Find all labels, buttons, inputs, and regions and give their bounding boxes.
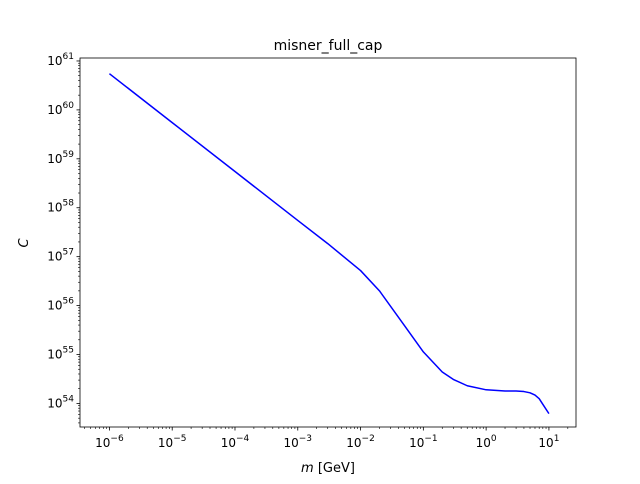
x-tick-label: 10−2 bbox=[346, 434, 375, 450]
y-tick-label: 1057 bbox=[47, 248, 74, 264]
y-tick-label: 1058 bbox=[47, 199, 74, 215]
y-axis: 1054 1055 1056 1057 1058 1059 1060 1061 bbox=[47, 52, 80, 424]
y-axis-label: C bbox=[17, 238, 32, 248]
x-tick-label: 101 bbox=[538, 434, 559, 450]
x-axis-label: m [GeV] bbox=[301, 461, 355, 476]
y-tick-label: 1055 bbox=[47, 346, 74, 362]
x-tick-label: 10−3 bbox=[283, 434, 312, 450]
y-tick-label: 1061 bbox=[47, 52, 74, 68]
y-tick-label: 1054 bbox=[47, 394, 74, 410]
chart-title: misner_full_cap bbox=[274, 38, 383, 54]
x-tick-label: 10−5 bbox=[158, 434, 187, 450]
x-tick-label: 10−1 bbox=[409, 434, 438, 450]
x-tick-label: 10−4 bbox=[221, 434, 250, 450]
x-tick-label: 100 bbox=[476, 434, 497, 450]
series-layer bbox=[108, 73, 550, 415]
y-tick-label: 1059 bbox=[47, 150, 74, 166]
y-tick-label: 1060 bbox=[47, 101, 74, 117]
x-axis: 10−6 10−5 10−4 10−3 10−2 10−1 100 101 bbox=[84, 427, 569, 450]
series-line bbox=[108, 73, 550, 415]
y-tick-label: 1056 bbox=[47, 297, 74, 313]
x-tick-label: 10−6 bbox=[95, 434, 124, 450]
